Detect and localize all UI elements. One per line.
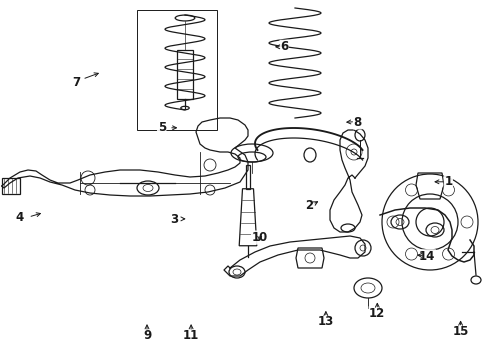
Text: 4: 4 (16, 211, 24, 224)
Text: 2: 2 (305, 199, 313, 212)
Text: 14: 14 (419, 250, 436, 263)
Bar (2, 178, 20, 194)
Text: 5: 5 (158, 121, 166, 134)
Text: 7: 7 (72, 76, 80, 89)
Text: 6: 6 (280, 40, 288, 53)
Text: 9: 9 (143, 329, 151, 342)
Text: 8: 8 (354, 116, 362, 129)
Bar (137, 10, 217, 130)
Bar (177, 49, 193, 99)
Text: 15: 15 (452, 325, 469, 338)
Text: 10: 10 (251, 231, 268, 244)
Text: 11: 11 (183, 329, 199, 342)
Bar (246, 165, 249, 189)
Text: 3: 3 (170, 213, 178, 226)
Text: 1: 1 (444, 175, 452, 188)
Text: 13: 13 (318, 315, 334, 328)
Text: 12: 12 (369, 307, 386, 320)
